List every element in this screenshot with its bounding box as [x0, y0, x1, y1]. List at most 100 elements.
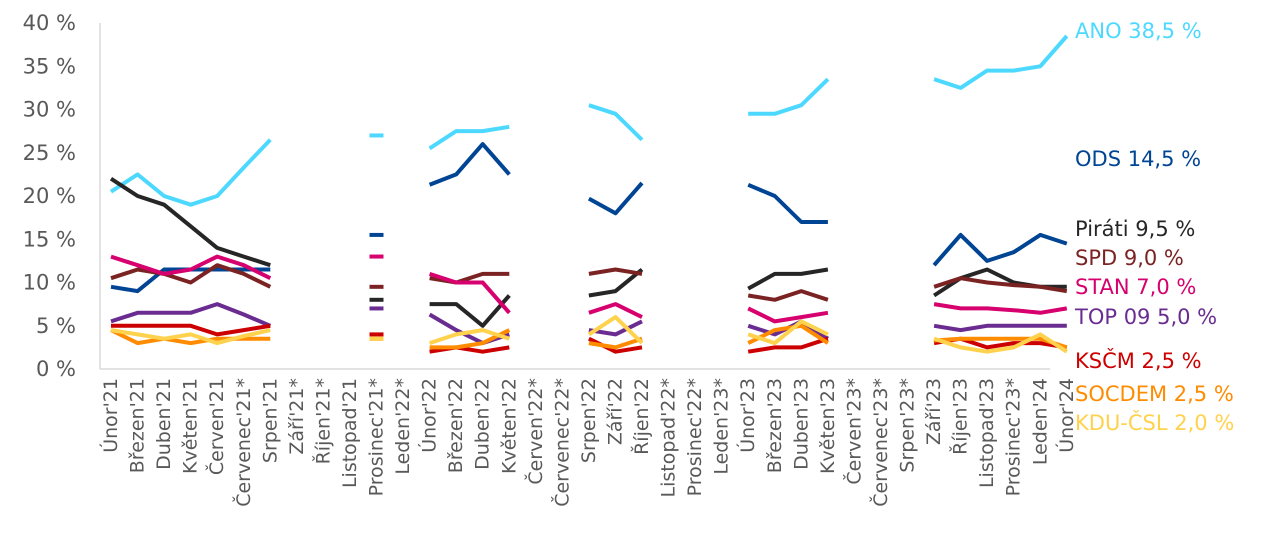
y-tick-label: 35 %	[23, 54, 76, 78]
series-line-segment	[932, 232, 1068, 267]
y-tick-label: 40 %	[23, 11, 76, 35]
legend-label: SOCDEM 2,5 %	[1075, 382, 1234, 406]
y-tick-label: 30 %	[23, 98, 76, 122]
x-tick-label: Únor'23	[735, 378, 759, 453]
x-tick-label: Listopad'21	[339, 378, 361, 488]
x-tick-label: Leden'24	[1029, 378, 1051, 465]
series-line-segment	[933, 336, 1068, 350]
series-line-segment	[933, 34, 1069, 90]
legend-label: Piráti 9,5 %	[1075, 217, 1195, 241]
x-tick-label: Březen'21	[127, 378, 149, 473]
x-tick-label: Únor'24	[1054, 378, 1078, 453]
x-tick-label: Květen'21	[180, 378, 202, 474]
series-lines	[109, 34, 1069, 354]
series-line-segment	[747, 267, 829, 291]
series-line-segment	[429, 271, 510, 285]
series-line-segment	[933, 332, 1068, 354]
series-line-segment	[109, 177, 271, 268]
legend-label: KSČM 2,5 %	[1075, 348, 1202, 373]
x-tick-label: Listopad'22*	[658, 378, 680, 498]
legend: ANO 38,5 % ODS 14,5 % Piráti 9,5 % SPD 9,0 …	[1074, 19, 1234, 435]
series-line-segment	[748, 77, 830, 116]
y-tick-labels: 0 % 5 % 10 % 15 % 20 % 25 % 30 % 35 % 40 %	[23, 11, 76, 381]
x-tick-label: Duben'23	[790, 378, 812, 470]
x-tick-label: Září'23	[923, 378, 945, 445]
legend-label: ANO 38,5 %	[1075, 19, 1202, 43]
series-line-segment	[429, 294, 511, 328]
y-tick-label: 25 %	[23, 141, 76, 165]
series-kdu-sl	[110, 315, 1068, 354]
x-tick-label: Září'21*	[286, 378, 308, 455]
y-tick-label: 15 %	[23, 227, 76, 251]
series-line-segment	[428, 271, 511, 315]
series-line-segment	[747, 182, 828, 224]
series-line-segment	[428, 124, 510, 151]
series-line-segment	[747, 319, 829, 346]
x-tick-label: Srpen'23*	[897, 378, 919, 473]
x-tick-label: Leden'23*	[711, 378, 733, 475]
series-line-segment	[110, 254, 272, 280]
y-tick-label: 20 %	[23, 184, 76, 208]
x-tick-label: Listopad'23	[976, 378, 998, 488]
y-tick-label: 5 %	[36, 314, 76, 338]
x-tick-label: Únor'22	[417, 378, 441, 453]
x-tick-label: Říjen'22	[630, 378, 653, 455]
series-line-segment	[747, 306, 829, 324]
x-tick-label: Leden'22*	[392, 378, 414, 475]
series-line-segment	[933, 276, 1068, 294]
series-line-segment	[110, 263, 272, 289]
y-tick-label: 10 %	[23, 271, 76, 295]
x-tick-label: Březen'23	[764, 378, 786, 473]
series-ods	[110, 142, 1068, 294]
axes	[99, 23, 1050, 370]
series-stan	[110, 254, 1068, 324]
x-tick-label: Červenec'22*	[549, 378, 573, 507]
series-line-segment	[747, 336, 829, 354]
x-tick-label: Duben'22	[472, 378, 494, 470]
x-tick-label: Prosinec'23*	[1003, 378, 1025, 496]
x-tick-label: Srpen'21	[259, 378, 281, 463]
x-tick-label: Duben'21	[153, 378, 175, 470]
x-tick-label: Říjen'21*	[311, 378, 334, 464]
series-line-segment	[110, 302, 272, 328]
x-tick-label: Červen'22*	[523, 378, 547, 485]
x-tick-label: Květen'22	[498, 378, 520, 474]
series-line-segment	[588, 267, 644, 298]
series-line-segment	[588, 319, 643, 337]
legend-label: KDU-ČSL 2,0 %	[1075, 410, 1234, 435]
legend-label: SPD 9,0 %	[1075, 246, 1184, 270]
series-line-segment	[588, 267, 643, 276]
series-line-segment	[428, 142, 511, 187]
series-line-segment	[588, 302, 643, 319]
x-tick-label: Prosinec'22*	[684, 378, 706, 496]
series-line-segment	[747, 289, 829, 302]
x-tick-label: Září'22	[604, 378, 626, 445]
x-tick-label: Říjen'23	[949, 378, 972, 455]
x-tick-label: Červenec'23*	[868, 378, 892, 507]
series-socdem	[110, 323, 1068, 350]
legend-label: TOP 09 5,0 %	[1074, 305, 1217, 329]
series-line-segment	[110, 328, 271, 346]
x-tick-label: Červen'21	[204, 378, 228, 475]
x-tick-label: Červen'23*	[841, 378, 865, 485]
x-tick-labels: Únor'21 Březen'21 Duben'21 Květen'21 Červen'…	[98, 378, 1078, 507]
series-line-segment	[588, 336, 643, 350]
series-line-segment	[933, 323, 1067, 333]
series-line-segment	[111, 323, 271, 337]
y-tick-label: 0 %	[36, 357, 76, 381]
series-line-segment	[933, 302, 1068, 315]
series-line-segment	[429, 345, 510, 354]
series-line-segment	[587, 181, 644, 216]
legend-label: ODS 14,5 %	[1075, 147, 1201, 171]
series-line-segment	[588, 103, 644, 142]
series-line-segment	[587, 315, 644, 345]
legend-label: STAN 7,0 %	[1075, 275, 1196, 299]
series-spd	[110, 263, 1068, 302]
x-tick-label: Květen'23	[817, 378, 839, 474]
x-tick-label: Srpen'22	[578, 378, 600, 463]
x-tick-label: Únor'21	[98, 378, 122, 453]
series-ano	[109, 34, 1069, 207]
x-tick-label: Prosinec'21*	[366, 378, 388, 496]
series-line-segment	[109, 138, 272, 207]
